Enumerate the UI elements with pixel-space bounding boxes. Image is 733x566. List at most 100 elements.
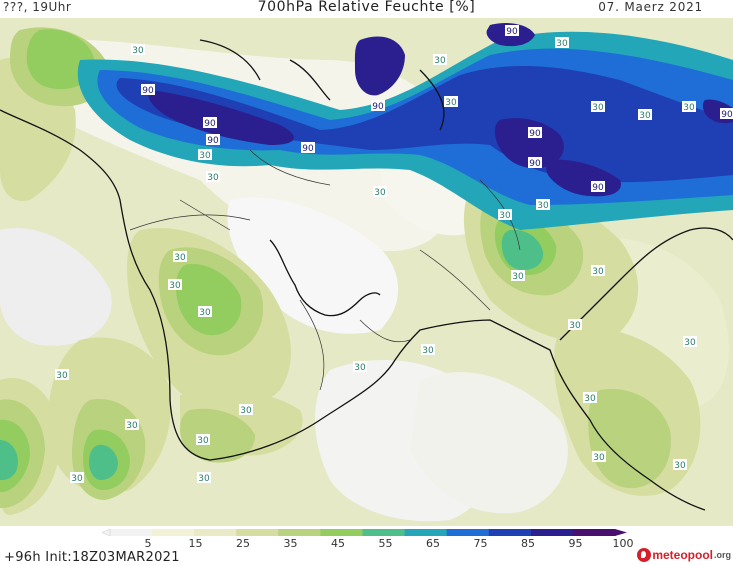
colorbar-swatch — [110, 529, 153, 536]
colorbar-tick-label: 15 — [189, 537, 203, 548]
colorbar-tick-label: 85 — [521, 537, 535, 548]
svg-text:30: 30 — [354, 363, 366, 373]
colorbar-swatch — [404, 529, 448, 536]
svg-text:90: 90 — [207, 136, 219, 146]
contour-label-30: 30 — [592, 451, 606, 463]
svg-text:30: 30 — [434, 56, 446, 66]
map-header: ???, 19Uhr 700hPa Relative Feuchte [%] 0… — [0, 0, 733, 18]
contour-label-30: 30 — [433, 54, 447, 66]
contour-label-90: 90 — [301, 142, 315, 154]
contour-label-30: 30 — [131, 44, 145, 56]
humidity-field: 90 90 90 90 90 90 90 90 90 90 30 30 30 30 30 30 30 30 30 30… — [0, 18, 733, 526]
colorbar-tick-label: 55 — [379, 537, 393, 548]
contour-label-30: 30 — [197, 472, 211, 484]
colorbar-swatch — [362, 529, 406, 536]
colorbar-tick-label: 100 — [613, 537, 634, 548]
svg-text:90: 90 — [142, 86, 154, 96]
svg-text:30: 30 — [584, 394, 596, 404]
country-borders — [129, 149, 521, 391]
contour-label-90: 90 — [206, 134, 220, 146]
forecast-date: 07. Maerz 2021 — [598, 0, 703, 14]
colorbar-tick-label: 65 — [426, 537, 440, 548]
svg-text:30: 30 — [71, 474, 83, 484]
svg-text:30: 30 — [374, 188, 386, 198]
weather-drop-icon — [637, 548, 652, 562]
colorbar-swatch — [320, 529, 363, 536]
colorbar-swatch — [572, 529, 616, 536]
contour-label-30: 30 — [173, 251, 187, 263]
contour-label-30: 30 — [536, 199, 550, 211]
contour-label-90: 90 — [720, 108, 733, 120]
svg-text:90: 90 — [529, 129, 541, 139]
forecast-day-label: ???, 19Uhr — [3, 0, 72, 14]
init-time: +96h Init:18Z03MAR2021 — [4, 550, 180, 565]
contour-labels: 90 90 90 90 90 90 90 90 90 90 30 30 30 30 30 30 30 30 30 30… — [55, 25, 733, 484]
colorbar-swatch — [152, 529, 195, 536]
colorbar-arrow-right — [615, 529, 627, 536]
svg-text:30: 30 — [199, 308, 211, 318]
contour-label-90: 90 — [203, 117, 217, 129]
contour-label-30: 30 — [198, 306, 212, 318]
contour-label-30: 30 — [568, 319, 582, 331]
svg-text:30: 30 — [569, 321, 581, 331]
contour-label-30: 30 — [70, 472, 84, 484]
colorbar-tick-label: 75 — [474, 537, 488, 548]
colorbar-swatch — [278, 529, 321, 536]
colorbar-tick-label: 95 — [569, 537, 583, 548]
colorbar-swatch — [236, 529, 279, 536]
contour-label-30: 30 — [683, 336, 697, 348]
colorbar-swatch — [194, 529, 237, 536]
svg-text:30: 30 — [684, 338, 696, 348]
weather-map: 90 90 90 90 90 90 90 90 90 90 30 30 30 30 30 30 30 30 30 30… — [0, 18, 733, 526]
colorbar-swatch — [488, 529, 532, 536]
contour-label-30: 30 — [168, 279, 182, 291]
svg-text:30: 30 — [199, 151, 211, 161]
contour-label-90: 90 — [528, 157, 542, 169]
contour-label-30: 30 — [638, 109, 652, 121]
contour-label-30: 30 — [196, 434, 210, 446]
contour-label-30: 30 — [373, 186, 387, 198]
svg-text:90: 90 — [204, 119, 216, 129]
contour-label-30: 30 — [239, 404, 253, 416]
map-title: 700hPa Relative Feuchte [%] — [257, 0, 476, 15]
svg-text:30: 30 — [56, 371, 68, 381]
colorbar-swatch — [446, 529, 490, 536]
brand-tld: .org — [714, 550, 731, 560]
svg-text:30: 30 — [240, 406, 252, 416]
contour-label-30: 30 — [555, 37, 569, 49]
contour-label-30: 30 — [444, 96, 458, 108]
svg-text:90: 90 — [302, 144, 314, 154]
svg-text:30: 30 — [639, 111, 651, 121]
svg-text:30: 30 — [174, 253, 186, 263]
svg-text:30: 30 — [683, 103, 695, 113]
meteopool-logo[interactable]: meteopool .org — [637, 548, 731, 562]
contour-label-30: 30 — [125, 419, 139, 431]
colorbar-tick-label: 25 — [236, 537, 250, 548]
contour-label-30: 30 — [353, 361, 367, 373]
svg-text:30: 30 — [556, 39, 568, 49]
colorbar-tick-label: 35 — [284, 537, 298, 548]
contour-label-30: 30 — [55, 369, 69, 381]
contour-label-90: 90 — [505, 25, 519, 37]
colorbar-arrow-left — [101, 528, 111, 537]
svg-text:30: 30 — [198, 474, 210, 484]
svg-text:30: 30 — [422, 346, 434, 356]
svg-text:30: 30 — [126, 421, 138, 431]
svg-text:30: 30 — [169, 281, 181, 291]
svg-text:90: 90 — [721, 110, 733, 120]
map-footer: 5 15 25 35 45 55 65 75 85 95 100 +96h Init:18Z03MA… — [0, 526, 733, 566]
contour-label-30: 30 — [673, 459, 687, 471]
humidity-65 — [0, 229, 544, 480]
svg-text:30: 30 — [197, 436, 209, 446]
contour-label-30: 30 — [198, 149, 212, 161]
colorbar-tick-label: 45 — [331, 537, 345, 548]
svg-text:30: 30 — [593, 453, 605, 463]
svg-text:90: 90 — [372, 102, 384, 112]
contour-label-30: 30 — [498, 209, 512, 221]
contour-label-30: 30 — [591, 101, 605, 113]
svg-text:90: 90 — [506, 27, 518, 37]
svg-text:90: 90 — [592, 183, 604, 193]
svg-text:30: 30 — [512, 272, 524, 282]
contour-label-90: 90 — [528, 127, 542, 139]
coastlines — [0, 39, 733, 511]
